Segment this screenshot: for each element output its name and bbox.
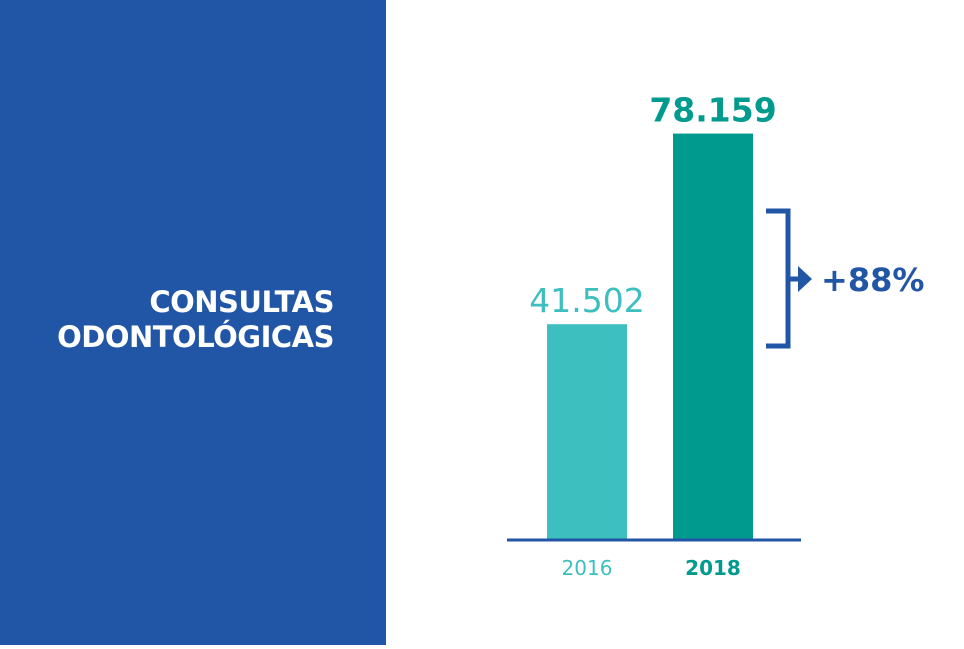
title-line-1: CONSULTAS [149,285,334,319]
tick-label-2018: 2018 [685,556,741,580]
title-line-2: ODONTOLÓGICAS [57,320,334,354]
bracket-line [766,208,791,349]
value-label-2016: 41.502 [529,281,644,320]
tick-label-2016: 2016 [562,556,613,580]
bar-2016 [547,324,627,540]
bar-2018 [673,133,753,541]
bar-chart: 41.502 78.159 2016 2018 +88% [386,0,964,645]
page-title: CONSULTAS ODONTOLÓGICAS [57,285,334,355]
growth-bracket [766,208,812,349]
title-panel: CONSULTAS ODONTOLÓGICAS [0,0,386,645]
value-label-2018: 78.159 [649,91,776,130]
chart-svg: 41.502 78.159 2016 2018 +88% [507,91,924,580]
arrow-right-icon [798,266,812,292]
growth-annotation: +88% [821,261,924,299]
